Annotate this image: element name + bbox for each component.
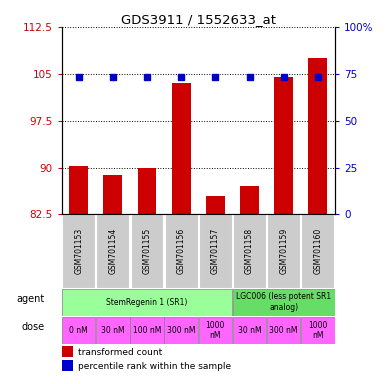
Bar xyxy=(233,214,266,288)
Bar xyxy=(267,317,300,344)
Bar xyxy=(301,317,335,344)
Text: LGC006 (less potent SR1
analog): LGC006 (less potent SR1 analog) xyxy=(236,293,331,312)
Bar xyxy=(69,166,88,214)
Text: 100 nM: 100 nM xyxy=(133,326,161,335)
Bar xyxy=(301,214,334,288)
Text: GSM701155: GSM701155 xyxy=(142,228,152,275)
Bar xyxy=(308,58,327,214)
Text: 1000
nM: 1000 nM xyxy=(308,321,328,340)
Bar xyxy=(104,175,122,214)
Title: GDS3911 / 1552633_at: GDS3911 / 1552633_at xyxy=(121,13,276,26)
Bar xyxy=(62,360,72,371)
Text: GSM701153: GSM701153 xyxy=(74,228,83,275)
Bar xyxy=(97,214,129,288)
Bar xyxy=(274,77,293,214)
Bar xyxy=(206,196,225,214)
Bar xyxy=(130,317,164,344)
Text: transformed count: transformed count xyxy=(78,348,162,357)
Text: StemRegenin 1 (SR1): StemRegenin 1 (SR1) xyxy=(106,298,188,307)
Bar xyxy=(267,214,300,288)
Text: 1000
nM: 1000 nM xyxy=(206,321,225,340)
Bar xyxy=(62,214,95,288)
Bar xyxy=(165,214,198,288)
Text: GSM701156: GSM701156 xyxy=(177,228,186,275)
Bar xyxy=(96,317,130,344)
Text: GSM701157: GSM701157 xyxy=(211,228,220,275)
Text: 30 nM: 30 nM xyxy=(101,326,125,335)
Bar xyxy=(233,317,266,344)
Text: dose: dose xyxy=(22,323,45,333)
Bar xyxy=(233,289,335,316)
Bar xyxy=(199,317,232,344)
Bar xyxy=(62,289,232,316)
Text: agent: agent xyxy=(16,295,45,305)
Bar xyxy=(240,186,259,214)
Bar xyxy=(62,346,72,357)
Bar xyxy=(131,214,163,288)
Text: 0 nM: 0 nM xyxy=(69,326,88,335)
Text: 300 nM: 300 nM xyxy=(270,326,298,335)
Bar xyxy=(164,317,198,344)
Text: percentile rank within the sample: percentile rank within the sample xyxy=(78,362,231,371)
Text: GSM701160: GSM701160 xyxy=(313,228,322,275)
Bar xyxy=(137,167,156,214)
Text: 300 nM: 300 nM xyxy=(167,326,196,335)
Text: GSM701154: GSM701154 xyxy=(108,228,117,275)
Bar xyxy=(62,317,95,344)
Text: GSM701159: GSM701159 xyxy=(279,228,288,275)
Text: 30 nM: 30 nM xyxy=(238,326,261,335)
Text: GSM701158: GSM701158 xyxy=(245,228,254,274)
Bar xyxy=(199,214,232,288)
Bar xyxy=(172,83,191,214)
